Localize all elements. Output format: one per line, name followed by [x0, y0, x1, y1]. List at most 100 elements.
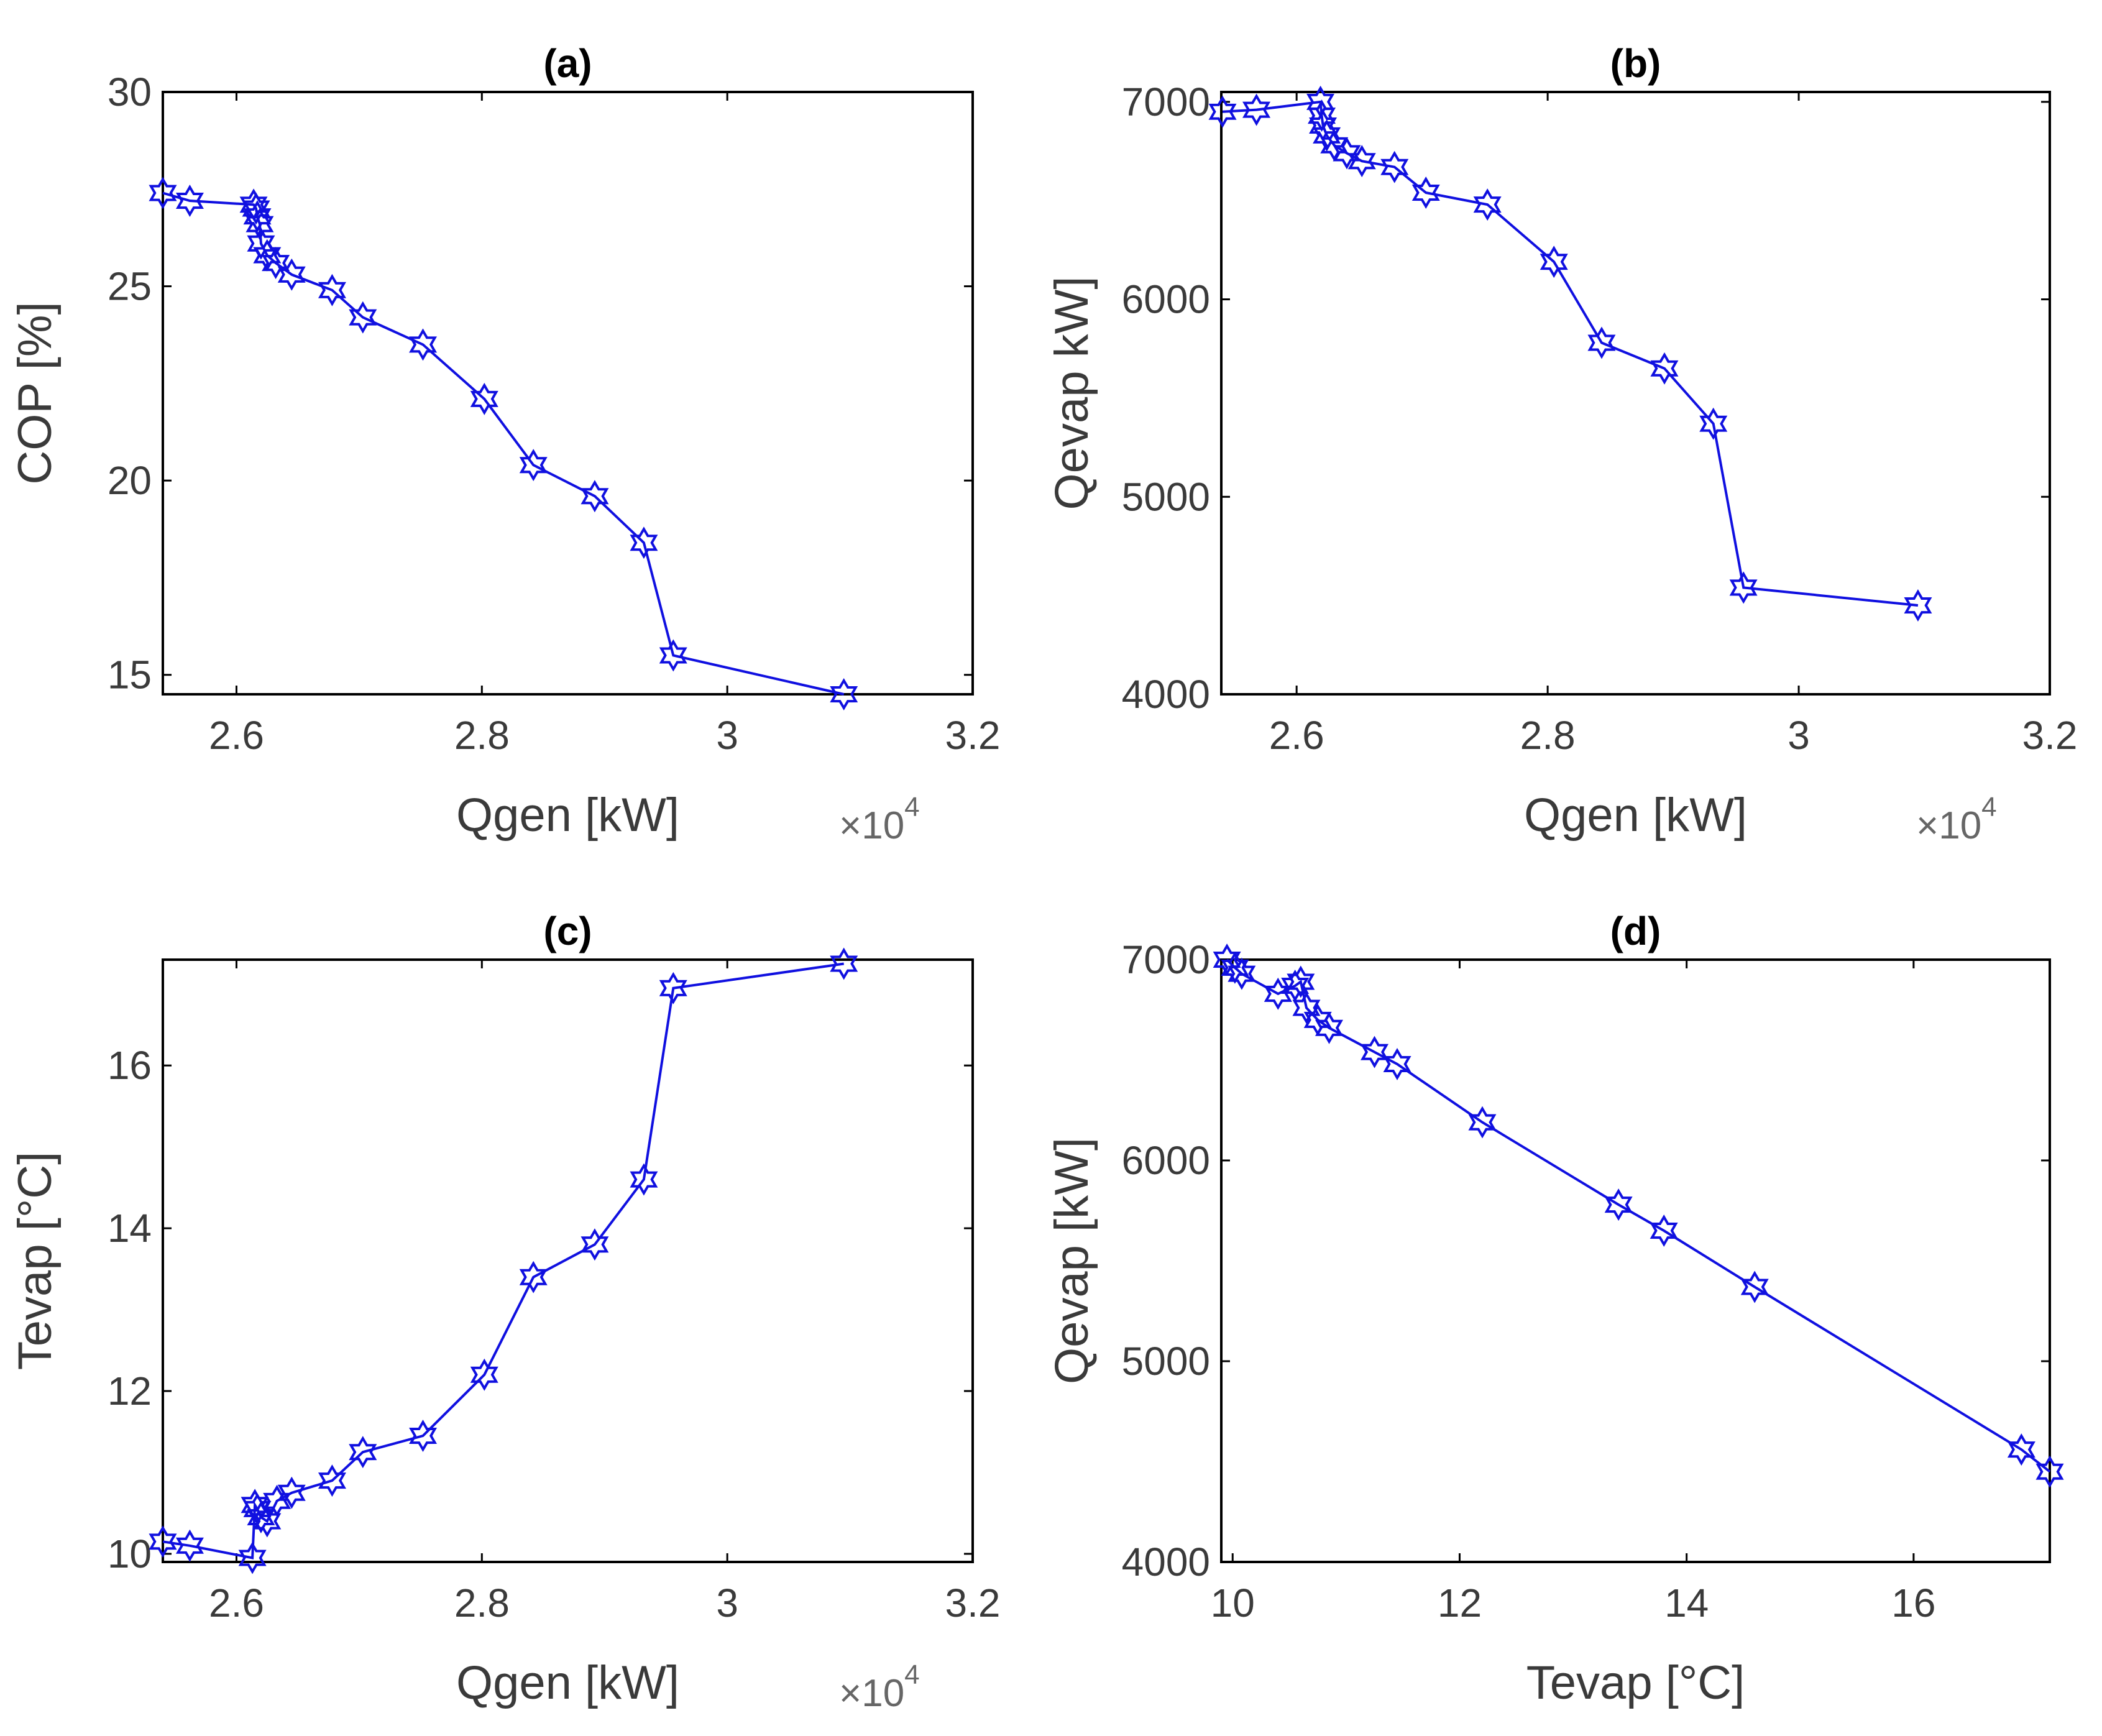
data-point	[1904, 589, 1932, 622]
data-point	[1315, 1011, 1343, 1044]
data-point	[581, 480, 609, 513]
axes-box	[1220, 91, 2051, 696]
x-tick-label: 3.2	[945, 713, 1001, 758]
data-point	[349, 301, 377, 334]
data-point	[247, 1501, 275, 1534]
data-point	[1587, 326, 1616, 359]
chart-title: (b)	[1610, 41, 1661, 86]
data-point	[1650, 1214, 1678, 1247]
x-axis-label: Qgen [kW]	[456, 789, 679, 842]
data-point	[1361, 1036, 1389, 1068]
y-axis-label: COP [%]	[9, 301, 62, 484]
x-tick-label: 3.2	[945, 1581, 1001, 1625]
data-point	[409, 1419, 438, 1452]
data-point	[1383, 1048, 1411, 1081]
data-point	[277, 258, 306, 291]
data-point	[318, 1464, 346, 1497]
data-point	[2035, 1455, 2064, 1488]
data-point	[1287, 965, 1315, 998]
x-tick-label: 2.6	[1269, 713, 1324, 758]
data-point	[1411, 177, 1440, 209]
x-multiplier-base: ×10	[839, 804, 904, 847]
data-point	[581, 1228, 609, 1261]
y-tick-label: 4000	[1122, 1540, 1210, 1584]
x-tick-label: 2.6	[209, 1581, 264, 1625]
data-point	[1604, 1188, 1633, 1221]
y-tick-label: 12	[108, 1369, 152, 1413]
chart-title: (d)	[1610, 909, 1661, 953]
data-point	[1292, 991, 1321, 1024]
x-tick-label: 2.8	[454, 713, 510, 758]
x-tick-label: 3.2	[2022, 713, 2078, 758]
data-point	[238, 1541, 267, 1574]
series-line	[1226, 958, 2051, 1473]
data-point	[630, 1163, 658, 1196]
chart-panel-d: (d) 10 12 14 16 4000 5000 6000 7000 Tevap [°C] Qev…	[1045, 909, 2064, 1709]
data-point	[247, 227, 275, 260]
data-point	[1473, 188, 1502, 221]
y-tick-label: 6000	[1122, 277, 1210, 322]
y-tick-label: 16	[108, 1043, 152, 1088]
x-tick-label: 2.8	[454, 1581, 510, 1625]
data-point	[1347, 145, 1376, 178]
y-tick-label: 4000	[1122, 672, 1210, 717]
data-point	[1699, 407, 1728, 440]
series-line	[162, 191, 845, 696]
chart-panel-b: (b) 2.6 2.8 3 3.2 4000 5000 6000 7000 Qgen [kW] Qe…	[1045, 41, 2077, 847]
data-point	[1380, 150, 1409, 183]
data-point	[409, 328, 438, 361]
x-tick-label: 14	[1664, 1581, 1709, 1625]
data-point	[1281, 970, 1310, 1002]
data-point	[1333, 137, 1361, 170]
series-line	[1222, 100, 1919, 607]
x-multiplier-base: ×10	[1916, 804, 1981, 847]
data-point	[470, 382, 498, 415]
data-point	[1208, 95, 1237, 128]
y-tick-label: 7000	[1122, 937, 1210, 982]
x-tick-label: 3	[716, 713, 738, 758]
x-multiplier-exponent: 4	[1981, 792, 1996, 822]
axes-box	[162, 958, 974, 1563]
x-axis-label: Qgen [kW]	[456, 1656, 679, 1709]
x-tick-label: 12	[1438, 1581, 1482, 1625]
data-point	[262, 247, 290, 280]
data-point	[630, 526, 658, 559]
y-tick-label: 30	[108, 70, 152, 114]
y-tick-label: 25	[108, 264, 152, 309]
data-point	[1313, 119, 1341, 152]
data-point	[470, 1358, 498, 1391]
data-point	[1650, 352, 1679, 385]
series-line	[162, 962, 844, 1559]
data-point	[1468, 1106, 1497, 1139]
x-tick-label: 3	[1788, 713, 1810, 758]
data-point	[349, 1436, 377, 1469]
x-tick-label: 3	[716, 1581, 738, 1625]
chart-panel-a: (a) 2.6 2.8 3 3.2 15 20 25 30 Qgen [kW] COP [%] ×10…	[9, 41, 1000, 847]
y-tick-label: 10	[108, 1532, 152, 1576]
chart-title: (a)	[543, 41, 592, 86]
data-point	[519, 1261, 548, 1293]
data-point	[175, 184, 204, 217]
axes-box	[162, 91, 974, 696]
y-tick-label: 7000	[1122, 80, 1210, 124]
y-tick-label: 5000	[1122, 474, 1210, 519]
x-multiplier: ×104	[839, 1660, 920, 1715]
data-point	[1242, 93, 1271, 126]
data-point	[242, 192, 270, 225]
data-point	[253, 1505, 282, 1538]
data-point	[1740, 1270, 1769, 1303]
data-point	[2007, 1433, 2035, 1466]
x-multiplier-exponent: 4	[904, 1660, 919, 1690]
y-axis-label: Qevap [kW]	[1045, 1137, 1098, 1384]
x-tick-label: 10	[1211, 1581, 1255, 1625]
data-point	[830, 678, 858, 710]
y-tick-label: 20	[108, 458, 152, 503]
x-axis-label: Qgen [kW]	[1524, 789, 1747, 842]
x-axis-label: Tevap [°C]	[1526, 1656, 1745, 1709]
data-point	[1540, 246, 1568, 278]
y-tick-label: 15	[108, 653, 152, 697]
data-point	[659, 971, 687, 1004]
data-point	[277, 1476, 306, 1509]
data-point	[263, 1484, 291, 1517]
x-multiplier-exponent: 4	[904, 792, 919, 822]
